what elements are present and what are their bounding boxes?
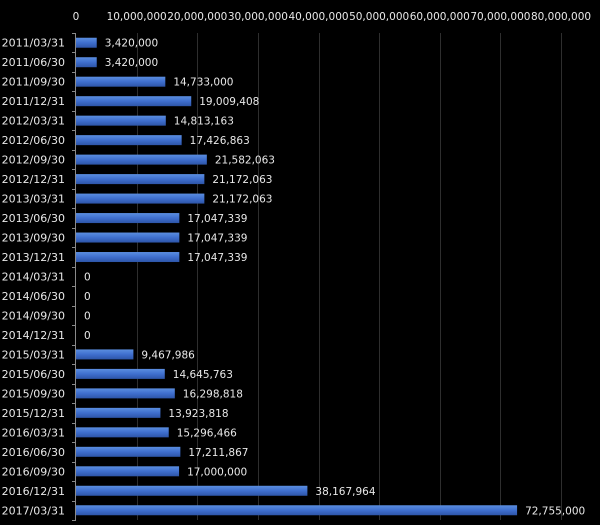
x-tick-label: 20,000,000 (167, 11, 227, 23)
bar (76, 407, 161, 418)
category-label: 2016/06/30 (2, 446, 65, 459)
bar (76, 349, 134, 360)
category-label: 2011/09/30 (2, 76, 65, 89)
category-label: 2015/12/31 (2, 407, 65, 420)
x-tick-label: 50,000,000 (349, 11, 409, 23)
bar (76, 427, 169, 438)
bar (76, 115, 166, 126)
data-label: 0 (84, 310, 91, 322)
bar (76, 76, 166, 87)
category-label: 2014/09/30 (2, 309, 65, 322)
category-label: 2016/03/31 (2, 426, 65, 439)
bar (76, 368, 165, 379)
data-label: 38,167,964 (315, 486, 375, 498)
data-labels: 3,420,000 3,420,000 14,733,000 19,009,408 14… (84, 38, 585, 518)
bar (76, 252, 180, 263)
category-label: 2013/03/31 (2, 193, 65, 206)
bar (76, 232, 180, 243)
bar (76, 174, 205, 185)
data-label: 72,755,000 (525, 505, 585, 517)
data-label: 17,047,339 (187, 213, 247, 225)
x-tick-label: 10,000,000 (107, 11, 167, 23)
category-label: 2015/09/30 (2, 387, 65, 400)
category-label: 2011/06/30 (2, 56, 65, 69)
category-label: 2012/06/30 (2, 134, 65, 147)
data-label: 14,733,000 (173, 77, 233, 89)
bar (76, 96, 192, 107)
category-label: 2014/12/31 (2, 329, 65, 342)
category-label: 2016/09/30 (2, 465, 65, 478)
x-tick-label: 40,000,000 (288, 11, 348, 23)
category-label: 2012/03/31 (2, 115, 65, 128)
data-label: 0 (84, 272, 91, 284)
data-label: 19,009,408 (199, 96, 259, 108)
category-label: 2014/06/30 (2, 290, 65, 303)
category-label: 2012/12/31 (2, 173, 65, 186)
data-label: 17,000,000 (187, 466, 247, 478)
category-label: 2013/06/30 (2, 212, 65, 225)
bar (76, 154, 207, 165)
data-label: 3,420,000 (105, 38, 158, 50)
data-label: 21,582,063 (215, 155, 275, 167)
gridlines (137, 33, 562, 520)
category-label: 2015/03/31 (2, 348, 65, 361)
bar (76, 57, 97, 68)
x-tick-label: 60,000,000 (410, 11, 470, 23)
category-label: 2011/12/31 (2, 95, 65, 108)
category-label: 2014/03/31 (2, 271, 65, 284)
x-tick-label: 70,000,000 (470, 11, 530, 23)
y-axis (72, 33, 76, 521)
data-label: 17,047,339 (187, 252, 247, 264)
bar (76, 37, 97, 48)
data-label: 17,211,867 (188, 447, 248, 459)
data-label: 21,172,063 (212, 174, 272, 186)
category-label: 2017/03/31 (2, 504, 65, 517)
data-label: 16,298,818 (183, 388, 243, 400)
category-label: 2013/12/31 (2, 251, 65, 264)
x-tick-label: 0 (73, 11, 80, 23)
x-tick-label: 30,000,000 (228, 11, 288, 23)
data-label: 0 (84, 330, 91, 342)
category-label: 2011/03/31 (2, 37, 65, 50)
data-label: 14,813,163 (174, 116, 234, 128)
data-label: 3,420,000 (105, 57, 158, 69)
bar (76, 505, 518, 516)
category-label: 2013/09/30 (2, 232, 65, 245)
category-label: 2015/06/30 (2, 368, 65, 381)
category-label: 2016/12/31 (2, 485, 65, 498)
bar (76, 135, 182, 146)
x-tick-label: 80,000,000 (531, 11, 591, 23)
data-label: 17,426,863 (190, 135, 250, 147)
bar (76, 193, 205, 204)
data-label: 9,467,986 (141, 349, 195, 361)
bar (76, 466, 180, 477)
category-labels: 2011/03/31 2011/06/30 2011/09/30 2011/12/31… (2, 37, 65, 518)
bar (76, 485, 308, 496)
bar (76, 388, 175, 399)
data-label: 21,172,063 (212, 194, 272, 206)
category-label: 2012/09/30 (2, 154, 65, 167)
bar (76, 446, 181, 457)
x-axis-tick-labels: 0 10,000,000 20,000,000 30,000,000 40,000,00… (73, 11, 591, 23)
data-label: 0 (84, 291, 91, 303)
data-label: 13,923,818 (168, 408, 228, 420)
bar (76, 213, 180, 224)
bars (76, 37, 518, 516)
data-label: 15,296,466 (177, 427, 237, 439)
data-label: 14,645,763 (173, 369, 233, 381)
data-label: 17,047,339 (187, 233, 247, 245)
